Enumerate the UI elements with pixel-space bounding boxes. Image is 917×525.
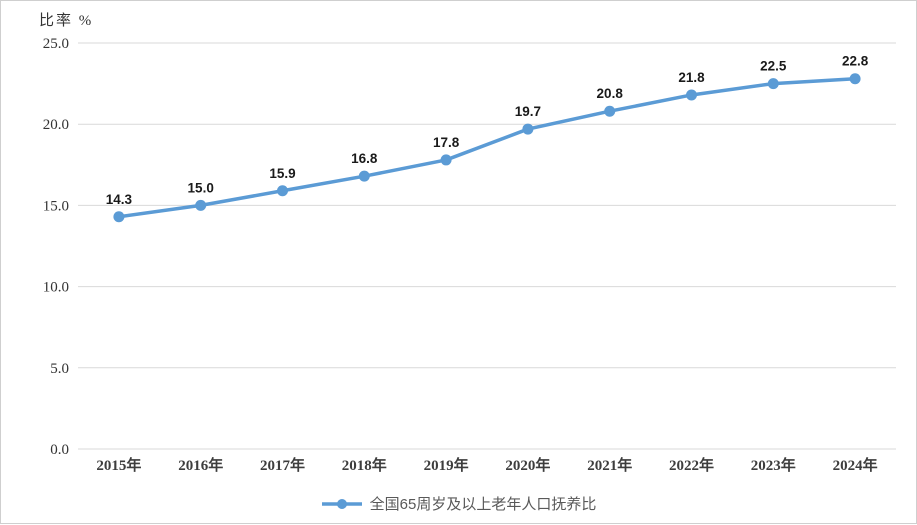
data-point-label: 15.9: [269, 166, 295, 181]
x-tick-label: 2020年: [505, 456, 550, 474]
x-tick-label: 2023年: [751, 456, 796, 474]
data-point-marker: [686, 89, 697, 101]
x-tick-label: 2016年: [178, 456, 223, 474]
x-tick-label: 2017年: [260, 456, 305, 474]
legend-line-marker-icon: [321, 498, 362, 509]
data-point-marker: [358, 170, 370, 182]
x-tick-label: 2024年: [833, 456, 878, 474]
y-axis-title: 比率 %: [39, 13, 94, 29]
data-point-marker: [767, 78, 779, 90]
data-point-label: 14.3: [106, 192, 133, 207]
data-point-label: 19.7: [515, 104, 541, 119]
data-point-marker: [440, 154, 452, 166]
y-tick-label: 20.0: [43, 117, 69, 133]
legend: 全国65周岁及以上老年人口抚养比: [1, 493, 916, 514]
series-line: [117, 76, 857, 219]
x-tick-label: 2019年: [424, 456, 469, 474]
data-point-label: 22.8: [842, 54, 869, 69]
data-point-label: 15.0: [188, 180, 214, 195]
y-tick-label: 10.0: [43, 280, 69, 296]
x-tick-label: 2021年: [587, 456, 632, 474]
data-point-marker: [195, 199, 207, 211]
data-point-label: 21.8: [678, 70, 705, 85]
x-tick-label: 2018年: [342, 456, 387, 474]
data-point-label: 20.8: [597, 86, 624, 101]
data-point-marker: [113, 211, 125, 223]
y-tick-label: 25.0: [43, 36, 69, 52]
x-tick-label: 2015年: [96, 456, 141, 474]
data-point-marker: [604, 105, 616, 117]
y-tick-label: 15.0: [43, 198, 69, 214]
data-point-marker: [522, 123, 534, 135]
y-tick-label: 0.0: [50, 442, 69, 458]
x-tick-label: 2022年: [669, 456, 714, 474]
data-point-label: 16.8: [351, 151, 378, 166]
data-point-marker: [849, 73, 861, 85]
data-point-marker: [277, 185, 288, 197]
y-tick-label: 5.0: [50, 361, 69, 377]
legend-series-label: 全国65周岁及以上老年人口抚养比: [369, 496, 597, 513]
data-point-label: 22.5: [760, 59, 787, 74]
data-point-label: 17.8: [433, 135, 460, 150]
